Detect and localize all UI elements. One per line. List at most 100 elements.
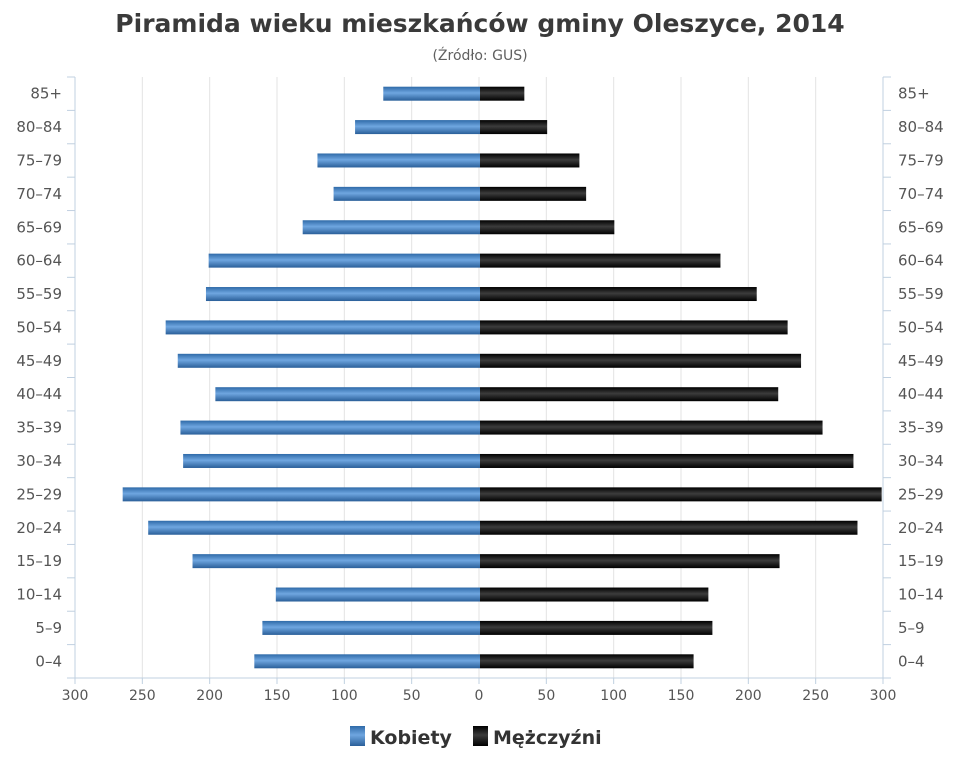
bar-kobiety[interactable] — [215, 387, 480, 402]
category-label-right: 65–69 — [898, 218, 944, 236]
bar-kobiety[interactable] — [148, 520, 481, 535]
bar-kobiety[interactable] — [122, 487, 480, 502]
category-labels: 85+ 85+ 80–84 80–84 75–79 75–79 70–74 70–74 65–6… — [16, 85, 943, 671]
bar-mezczyzni[interactable] — [480, 186, 587, 201]
category-label-left: 0–4 — [35, 652, 62, 670]
bar-mezczyzni[interactable] — [480, 520, 858, 535]
bar-kobiety[interactable] — [180, 420, 481, 435]
bar-kobiety[interactable] — [177, 353, 480, 368]
bar-mezczyzni[interactable] — [480, 253, 721, 268]
bar-kobiety[interactable] — [208, 253, 480, 268]
bars — [122, 86, 882, 669]
category-label-right: 25–29 — [898, 485, 944, 503]
x-tick-label: 100 — [331, 688, 358, 704]
x-tick-labels: 300 250 200 150 100 50 0 50 100 150 200 250 300 — [62, 688, 897, 704]
legend-swatch-mezczyzni — [473, 726, 488, 746]
category-label-left: 25–29 — [16, 485, 62, 503]
bar-mezczyzni[interactable] — [480, 654, 694, 669]
category-label-left: 35–39 — [16, 419, 62, 437]
category-label-right: 10–14 — [898, 586, 944, 604]
category-label-left: 5–9 — [35, 619, 62, 637]
bar-mezczyzni[interactable] — [480, 220, 615, 235]
category-label-left: 85+ — [30, 85, 62, 103]
x-tick-label: 150 — [264, 688, 291, 704]
bar-kobiety[interactable] — [183, 453, 480, 468]
legend-label-mezczyzni: Mężczyźni — [493, 727, 602, 749]
bar-kobiety[interactable] — [302, 220, 480, 235]
bar-kobiety[interactable] — [165, 320, 480, 335]
category-label-right: 45–49 — [898, 352, 944, 370]
category-label-right: 70–74 — [898, 185, 944, 203]
bar-mezczyzni[interactable] — [480, 587, 709, 602]
category-label-left: 15–19 — [16, 552, 62, 570]
bar-kobiety[interactable] — [383, 86, 480, 101]
x-tick-label: 50 — [537, 688, 555, 704]
bar-mezczyzni[interactable] — [480, 287, 757, 302]
category-label-right: 85+ — [898, 85, 930, 103]
category-label-right: 80–84 — [898, 118, 944, 136]
bar-mezczyzni[interactable] — [480, 554, 780, 569]
category-label-right: 40–44 — [898, 385, 944, 403]
category-label-left: 65–69 — [16, 218, 62, 236]
category-label-left: 75–79 — [16, 151, 62, 169]
bar-mezczyzni[interactable] — [480, 153, 580, 168]
category-label-left: 20–24 — [16, 519, 62, 537]
category-label-left: 10–14 — [16, 586, 62, 604]
legend: Kobiety Mężczyźni — [350, 726, 602, 749]
category-label-right: 35–39 — [898, 419, 944, 437]
category-label-left: 55–59 — [16, 285, 62, 303]
category-label-right: 15–19 — [898, 552, 944, 570]
x-tick-label: 300 — [870, 688, 897, 704]
category-label-left: 30–34 — [16, 452, 62, 470]
bar-mezczyzni[interactable] — [480, 620, 713, 635]
chart-title: Piramida wieku mieszkańców gminy Oleszyc… — [115, 9, 844, 38]
x-tick-label: 200 — [735, 688, 762, 704]
bar-kobiety[interactable] — [254, 654, 480, 669]
axes — [67, 76, 891, 684]
bar-kobiety[interactable] — [333, 186, 480, 201]
category-label-left: 60–64 — [16, 252, 62, 270]
bar-mezczyzni[interactable] — [480, 320, 788, 335]
bar-kobiety[interactable] — [192, 554, 480, 569]
bar-mezczyzni[interactable] — [480, 487, 882, 502]
category-label-right: 60–64 — [898, 252, 944, 270]
bar-kobiety[interactable] — [205, 287, 480, 302]
bar-kobiety[interactable] — [355, 120, 480, 135]
legend-swatch-kobiety — [350, 726, 365, 746]
category-label-right: 55–59 — [898, 285, 944, 303]
category-label-right: 5–9 — [898, 619, 925, 637]
legend-item-kobiety[interactable]: Kobiety — [350, 726, 453, 749]
x-tick-label: 200 — [196, 688, 223, 704]
category-label-right: 20–24 — [898, 519, 944, 537]
category-label-left: 45–49 — [16, 352, 62, 370]
category-label-right: 0–4 — [898, 652, 925, 670]
x-tick-label: 250 — [802, 688, 829, 704]
bar-mezczyzni[interactable] — [480, 353, 802, 368]
x-tick-label: 50 — [403, 688, 421, 704]
bar-kobiety[interactable] — [275, 587, 480, 602]
x-tick-label: 250 — [129, 688, 156, 704]
category-label-right: 75–79 — [898, 151, 944, 169]
x-tick-label: 150 — [668, 688, 695, 704]
category-label-right: 30–34 — [898, 452, 944, 470]
bar-mezczyzni[interactable] — [480, 387, 779, 402]
bar-mezczyzni[interactable] — [480, 120, 548, 135]
category-label-left: 70–74 — [16, 185, 62, 203]
legend-label-kobiety: Kobiety — [370, 727, 453, 749]
x-tick-label: 0 — [475, 688, 484, 704]
category-label-left: 50–54 — [16, 318, 62, 336]
bar-mezczyzni[interactable] — [480, 86, 525, 101]
category-label-left: 80–84 — [16, 118, 62, 136]
bar-mezczyzni[interactable] — [480, 453, 854, 468]
chart-subtitle: (Źródło: GUS) — [432, 46, 527, 64]
category-label-left: 40–44 — [16, 385, 62, 403]
bar-kobiety[interactable] — [262, 620, 480, 635]
legend-item-mezczyzni[interactable]: Mężczyźni — [473, 726, 602, 749]
x-tick-label: 100 — [600, 688, 627, 704]
x-tick-label: 300 — [62, 688, 89, 704]
bar-mezczyzni[interactable] — [480, 420, 823, 435]
category-label-right: 50–54 — [898, 318, 944, 336]
bar-kobiety[interactable] — [317, 153, 480, 168]
